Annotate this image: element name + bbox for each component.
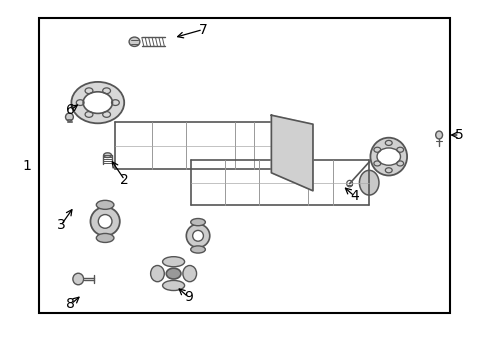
Circle shape [166, 268, 181, 279]
Ellipse shape [73, 273, 83, 285]
Ellipse shape [129, 37, 140, 46]
Ellipse shape [192, 230, 203, 241]
Text: 8: 8 [66, 297, 75, 311]
Text: 6: 6 [66, 103, 75, 117]
Ellipse shape [162, 257, 184, 267]
Ellipse shape [276, 132, 295, 160]
Ellipse shape [284, 147, 296, 159]
Ellipse shape [65, 113, 73, 121]
Polygon shape [271, 115, 312, 191]
Ellipse shape [190, 219, 205, 226]
Text: 5: 5 [454, 128, 463, 142]
Text: 7: 7 [198, 23, 207, 36]
Ellipse shape [190, 246, 205, 253]
Ellipse shape [186, 224, 209, 248]
Text: 1: 1 [22, 159, 31, 172]
Ellipse shape [359, 170, 378, 195]
Ellipse shape [96, 200, 114, 210]
Ellipse shape [435, 131, 442, 139]
Text: 2: 2 [120, 173, 129, 187]
Text: 3: 3 [57, 218, 65, 232]
Ellipse shape [183, 266, 196, 282]
Ellipse shape [90, 207, 120, 236]
Ellipse shape [370, 138, 406, 176]
Text: 4: 4 [349, 189, 358, 203]
Bar [39, 18, 449, 313]
Ellipse shape [150, 266, 164, 282]
Circle shape [83, 92, 112, 113]
Ellipse shape [96, 234, 114, 243]
Ellipse shape [103, 153, 111, 158]
Ellipse shape [98, 215, 112, 228]
Circle shape [376, 148, 400, 165]
Ellipse shape [71, 82, 124, 123]
Ellipse shape [162, 280, 184, 291]
Text: 9: 9 [183, 290, 192, 304]
Ellipse shape [277, 140, 304, 167]
